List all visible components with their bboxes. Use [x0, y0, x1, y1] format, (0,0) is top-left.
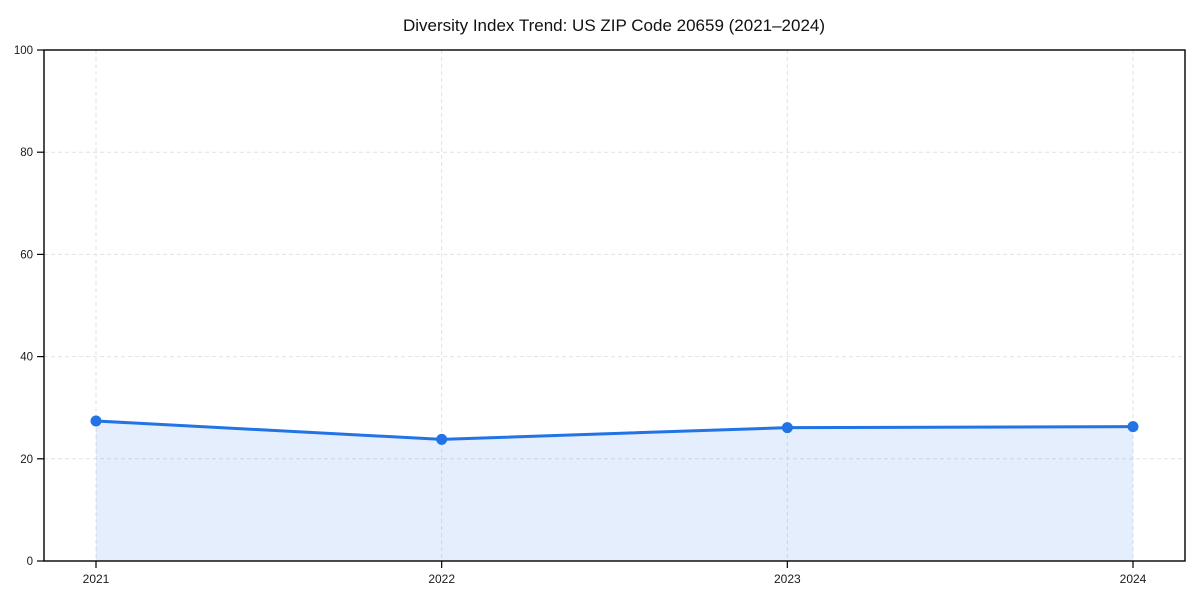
plot-border: [43, 49, 1186, 562]
x-tick-label-2024: 2024: [1120, 572, 1147, 586]
data-point-2021: [90, 415, 102, 427]
y-tick-label-80: 80: [20, 147, 33, 159]
y-tick-label-20: 20: [20, 454, 33, 466]
y-tick-label-100: 100: [14, 45, 33, 57]
y-tick-label-0: 0: [27, 556, 33, 568]
data-point-2022: [436, 433, 448, 445]
y-tick-label-40: 40: [20, 352, 33, 364]
chart-title: Diversity Index Trend: US ZIP Code 20659…: [403, 16, 825, 35]
trend-line: [94, 419, 1135, 441]
data-point-2023: [781, 422, 793, 434]
x-tick-label-2022: 2022: [428, 572, 455, 586]
x-tick-label-2023: 2023: [774, 572, 801, 586]
plot-area: 0 20 40 60 80 100 2021 2022 2023 2024: [14, 45, 1186, 586]
x-tick-label-2021: 2021: [83, 572, 110, 586]
data-point-2024: [1127, 421, 1139, 433]
y-tick-label-60: 60: [20, 249, 33, 261]
area-fill: [96, 420, 1133, 561]
